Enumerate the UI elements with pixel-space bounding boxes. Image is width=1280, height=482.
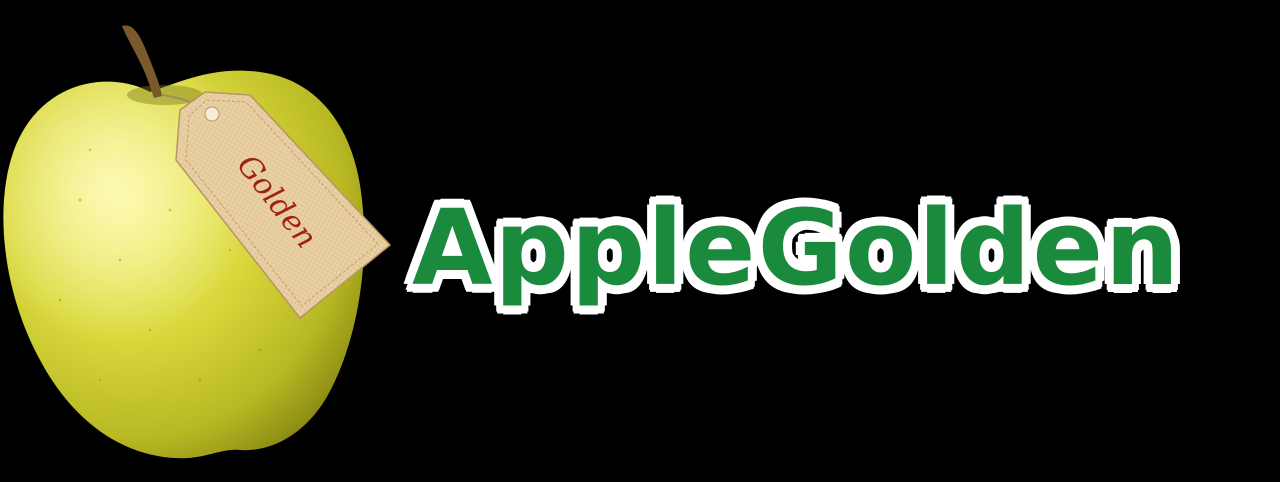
apple-icon: Golden xyxy=(3,25,392,459)
price-tag-icon: Golden xyxy=(175,91,392,320)
brand-title: AppleGolden xyxy=(412,187,1182,309)
